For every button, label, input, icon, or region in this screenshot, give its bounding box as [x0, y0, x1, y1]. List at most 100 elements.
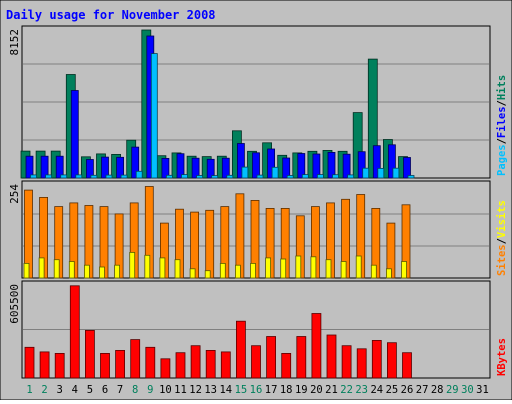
bar-files-3 [55, 155, 64, 179]
bar-pages-22 [347, 174, 355, 179]
bar-pages-10 [165, 174, 173, 179]
bar-visits-20 [310, 256, 317, 279]
x-tick-label-31: 31 [476, 384, 489, 396]
bar-pages-23 [362, 167, 370, 179]
bar-pages-16 [256, 174, 264, 179]
bar-visits-13 [204, 270, 211, 279]
bar-files-19 [297, 153, 306, 179]
bar-pages-21 [332, 174, 339, 179]
bar-pages-9 [150, 53, 158, 179]
legend-separator: / [496, 100, 508, 106]
bar-files-2 [40, 155, 49, 179]
x-tick-label-2: 2 [41, 384, 47, 396]
x-tick-label-21: 21 [325, 384, 338, 396]
chart-title: Daily usage for November 2008 [6, 8, 216, 22]
x-tick-label-17: 17 [265, 384, 278, 396]
x-tick-label-7: 7 [117, 384, 123, 396]
y-max-label: 605500 [8, 284, 21, 324]
x-tick-label-5: 5 [87, 384, 93, 396]
bar-files-14 [221, 157, 230, 179]
bar-pages-25 [392, 167, 400, 179]
bar-hits-23 [352, 112, 363, 179]
bar-kbytes-19 [296, 336, 307, 379]
bar-kbytes-17 [266, 336, 277, 379]
panel-kbytes: 605500 KBytes [8, 280, 508, 379]
x-tick-label-22: 22 [340, 384, 353, 396]
bar-files-16 [252, 152, 260, 179]
x-tick-label-18: 18 [280, 384, 293, 396]
legend-entry: Sites [496, 244, 508, 276]
x-tick-label-15: 15 [235, 384, 248, 396]
bar-pages-15 [241, 166, 249, 179]
legend-separator: / [496, 238, 508, 244]
bar-files-15 [236, 143, 245, 179]
bar-visits-6 [99, 266, 105, 279]
bar-visits-5 [84, 264, 90, 279]
legend-entry: KBytes [496, 338, 508, 376]
bar-kbytes-23 [356, 348, 367, 379]
x-tick-label-3: 3 [57, 384, 63, 396]
bar-kbytes-24 [371, 339, 382, 379]
bar-files-12 [191, 157, 200, 179]
x-tick-label-4: 4 [72, 384, 78, 396]
bar-files-18 [282, 157, 291, 179]
legend-entry: Pages [496, 144, 508, 176]
bar-visits-10 [159, 257, 166, 279]
bar-visits-16 [250, 262, 256, 279]
bar-visits-4 [68, 261, 75, 279]
bar-files-20 [312, 153, 321, 179]
bar-visits-19 [295, 255, 302, 279]
bar-kbytes-1 [24, 346, 35, 379]
x-tick-label-12: 12 [189, 384, 202, 396]
legend-hits-files-pages: Pages/Files/Hits [496, 75, 508, 176]
bar-kbytes-3 [54, 352, 65, 379]
bar-kbytes-11 [175, 352, 186, 379]
legend-kbytes: KBytes [496, 338, 508, 376]
bar-pages-5 [90, 174, 98, 179]
x-tick-label-26: 26 [401, 384, 414, 396]
x-tick-label-28: 28 [431, 384, 444, 396]
bar-visits-2 [38, 257, 45, 279]
bar-visits-22 [340, 261, 347, 279]
bar-files-10 [161, 157, 170, 179]
bar-pages-8 [135, 170, 143, 179]
bar-visits-11 [174, 259, 181, 279]
bar-kbytes-26 [402, 352, 412, 379]
x-tick-label-13: 13 [204, 384, 217, 396]
bar-files-1 [25, 155, 34, 179]
bar-files-11 [176, 153, 185, 179]
bar-pages-11 [181, 174, 188, 179]
bar-kbytes-25 [386, 342, 397, 379]
bar-kbytes-8 [130, 339, 141, 379]
x-tick-label-20: 20 [310, 384, 323, 396]
bar-pages-13 [211, 175, 219, 179]
bar-files-8 [131, 146, 140, 179]
bar-visits-3 [53, 259, 60, 279]
bar-kbytes-20 [311, 313, 322, 379]
bar-kbytes-18 [281, 352, 292, 379]
x-tick-label-10: 10 [159, 384, 172, 396]
bar-files-24 [372, 145, 381, 179]
panel-sites-visits: 254 Sites/Visits [8, 180, 508, 279]
bar-pages-4 [75, 174, 83, 179]
bar-pages-24 [377, 167, 385, 179]
bar-files-6 [101, 156, 109, 179]
x-tick-label-19: 19 [295, 384, 308, 396]
bar-pages-26 [407, 175, 415, 179]
x-tick-label-23: 23 [355, 384, 368, 396]
bar-visits-1 [23, 262, 30, 279]
bar-pages-2 [45, 174, 52, 179]
x-tick-label-11: 11 [174, 384, 187, 396]
bar-files-25 [387, 144, 396, 179]
bar-pages-3 [60, 174, 68, 179]
bar-visits-9 [144, 254, 151, 279]
x-axis-labels: 1 2 3 4 5 6 7 8 9 10 11 12 13 14 15 16 17 18 19 20 21 22 23 24 2… [26, 384, 488, 396]
bar-kbytes-14 [220, 351, 231, 379]
bar-visits-23 [355, 255, 362, 279]
legend-entry: Hits [496, 75, 508, 100]
x-tick-label-8: 8 [132, 384, 138, 396]
y-max-label: 254 [8, 184, 21, 204]
